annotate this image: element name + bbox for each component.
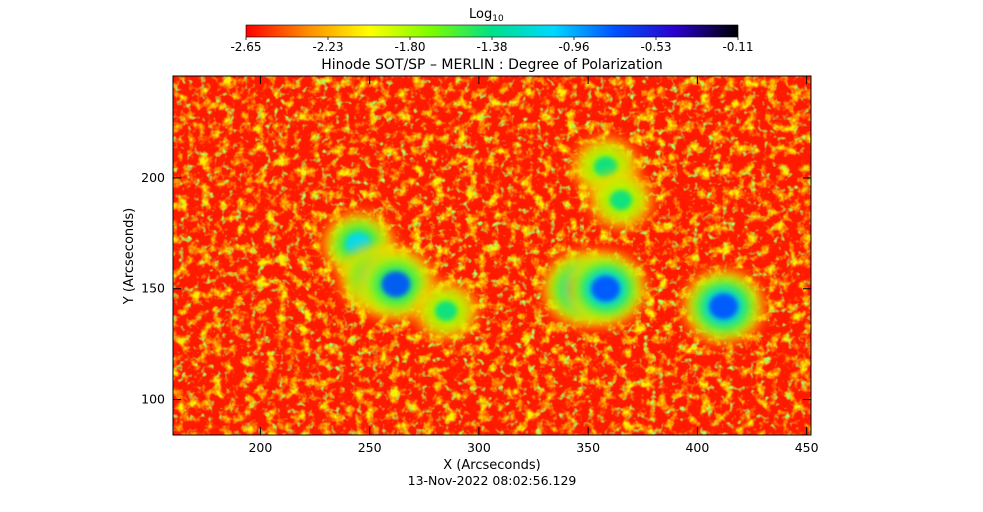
y-tick-label: 150: [141, 281, 165, 296]
colorbar-label: Log10: [469, 7, 504, 24]
plot-area: [173, 76, 811, 435]
x-tick-label: 450: [795, 440, 819, 455]
colorbar-tick-label: -2.65: [230, 40, 261, 54]
plot-frame: [172, 75, 812, 436]
y-axis: 100 150 200: [141, 170, 811, 407]
x-axis-label: X (Arcseconds): [443, 458, 540, 473]
heatmap-features: [323, 137, 764, 343]
chart-title: Hinode SOT/SP – MERLIN : Degree of Polar…: [321, 57, 663, 73]
feature-arc-tail: [415, 282, 477, 339]
feature-core: [593, 156, 618, 178]
feature-core: [609, 190, 633, 211]
feature-core: [381, 271, 411, 298]
feature-central-spot-b: [565, 252, 646, 325]
y-axis-label: Y (Arcseconds): [122, 208, 137, 305]
x-tick-label: 350: [576, 440, 600, 455]
colorbar-ticks: -2.65 -2.23 -1.80 -1.38 -0.96 -0.53 -0.11: [230, 37, 754, 54]
feature-core: [709, 293, 739, 320]
y-tick-label: 200: [141, 170, 165, 185]
x-tick-label: 300: [467, 440, 491, 455]
feature-upper-knot-b: [590, 172, 652, 229]
heatmap-texture-green: [173, 76, 811, 435]
feature-core: [434, 300, 458, 321]
x-tick-label: 400: [685, 440, 709, 455]
feature-right-spot: [683, 270, 764, 343]
colorbar-tick-label: -0.11: [722, 40, 753, 54]
colorbar-tick-label: -0.53: [640, 40, 671, 54]
colorbar-tick-label: -1.38: [476, 40, 507, 54]
y-tick-label: 100: [141, 392, 165, 407]
timestamp: 13-Nov-2022 08:02:56.129: [408, 473, 577, 488]
feature-core: [591, 275, 621, 302]
colorbar-tick-label: -1.80: [394, 40, 425, 54]
x-axis: 200 250 300 350 400 450: [248, 76, 819, 455]
x-tick-label: 250: [358, 440, 382, 455]
colorbar-tick-label: -2.23: [312, 40, 343, 54]
colorbar: [245, 24, 739, 38]
x-tick-label: 200: [248, 440, 272, 455]
colorbar-tick-label: -0.96: [558, 40, 589, 54]
feature-arc-region: [356, 248, 436, 320]
